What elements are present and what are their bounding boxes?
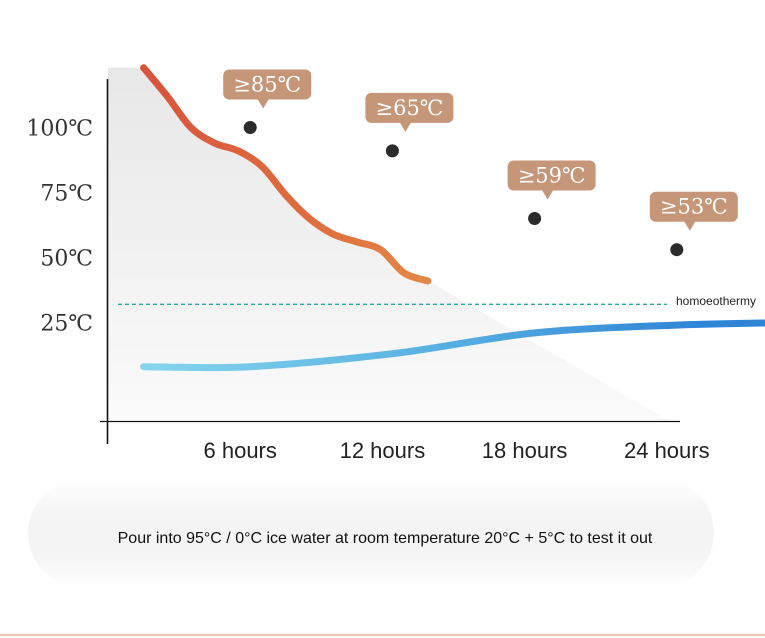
callout-label: ≥85℃: [233, 73, 301, 97]
callout-box: [223, 69, 312, 100]
callout-pointer: [257, 98, 270, 109]
data-point-marker: [670, 243, 684, 257]
value-callout: ≥65℃: [365, 92, 454, 132]
data-point-marker: [243, 121, 257, 134]
chart-caption: Pour into 95°C / 0°C ice water at room t…: [117, 530, 653, 547]
data-point-marker: [385, 144, 399, 158]
callout-label: ≥65℃: [375, 96, 443, 120]
callout-pointer: [541, 189, 554, 200]
value-callout: ≥59℃: [507, 160, 596, 200]
callout-pointer: [399, 121, 412, 132]
y-tick-label: 75℃: [40, 182, 93, 207]
callout-box: [649, 191, 738, 222]
y-tick-label: 50℃: [40, 247, 93, 272]
temperature-chart: homoeothermy 100℃ 75℃ 50℃ 25℃ 6 hours 12 hour…: [26, 64, 765, 463]
homoeothermy-label: homoeothermy: [676, 294, 756, 308]
value-callout: ≥53℃: [649, 191, 738, 231]
shaded-area: [108, 67, 668, 420]
caption-background: [28, 478, 714, 588]
callout-box: [365, 92, 454, 123]
callout-box: [507, 160, 596, 191]
callout-pointer: [683, 220, 696, 231]
y-tick-label: 100℃: [26, 117, 93, 142]
hot-water-line: [140, 64, 432, 285]
x-tick-label: 12 hours: [340, 438, 426, 463]
cold-water-line: [140, 319, 765, 372]
x-tick-label: 18 hours: [482, 438, 568, 463]
callout-label: ≥59℃: [518, 164, 586, 188]
callout-label: ≥53℃: [660, 195, 728, 219]
data-point-marker: [528, 212, 542, 225]
x-tick-label: 24 hours: [624, 438, 710, 463]
y-tick-label: 25℃: [40, 312, 93, 337]
bottom-divider: [0, 634, 765, 636]
x-tick-label: 6 hours: [204, 438, 277, 463]
value-callout: ≥85℃: [223, 69, 312, 109]
